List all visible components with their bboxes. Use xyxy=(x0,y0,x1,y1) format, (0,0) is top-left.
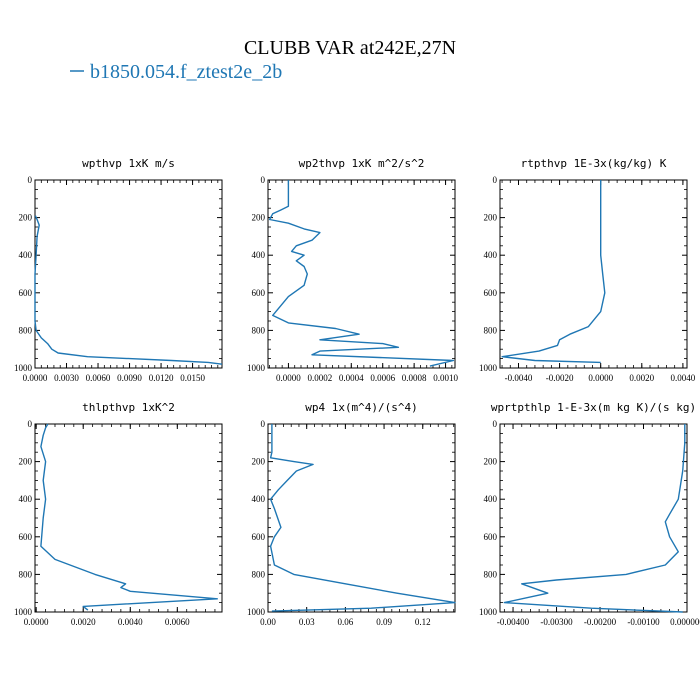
y-tick-label: 200 xyxy=(252,457,266,467)
panel-title: wpthvp 1xK m/s xyxy=(82,157,175,170)
series-line-1 xyxy=(34,215,223,365)
plot-frame xyxy=(267,423,456,613)
x-tick-label: 0.0060 xyxy=(86,373,111,383)
x-tick-label: 0.0004 xyxy=(339,373,364,383)
y-tick-label: 0 xyxy=(493,419,498,429)
x-tick-label: 0.0006 xyxy=(370,373,395,383)
y-tick-label: 400 xyxy=(252,494,266,504)
chart-panel-6: wprtpthlp 1-E-3x(m kg K)/(s kg) 0 200 400 60… xyxy=(479,401,700,627)
series-line-1 xyxy=(268,180,455,367)
y-tick-label: 0 xyxy=(28,419,33,429)
x-tick-label: 0.0040 xyxy=(671,373,696,383)
panel-title: wprtpthlp 1-E-3x(m kg K)/(s kg) xyxy=(491,401,696,414)
x-tick-label: 0.00 xyxy=(260,617,276,627)
y-tick-label: 1000 xyxy=(247,363,266,373)
x-tick-label: 0.0060 xyxy=(165,617,190,627)
y-tick-label: 800 xyxy=(19,569,33,579)
x-tick-label: -0.00200 xyxy=(584,617,617,627)
y-tick-label: 400 xyxy=(19,250,33,260)
x-tick-label: 0.0000 xyxy=(588,373,613,383)
panel-title: rtpthvp 1E-3x(kg/kg) K xyxy=(521,157,667,170)
series-line-1 xyxy=(40,423,219,611)
y-tick-label: 1000 xyxy=(479,607,498,617)
panel-title: thlpthvp 1xK^2 xyxy=(82,401,175,414)
x-tick-label: 0.06 xyxy=(338,617,354,627)
x-tick-label: -0.0040 xyxy=(505,373,533,383)
x-tick-label: 0.09 xyxy=(376,617,392,627)
legend-label: b1850.054.f_ztest2e_2b xyxy=(90,61,282,83)
y-tick-label: 400 xyxy=(19,494,33,504)
series-line-1 xyxy=(503,424,686,613)
series-line-1 xyxy=(269,424,456,612)
y-tick-label: 0 xyxy=(493,175,498,185)
y-tick-label: 400 xyxy=(252,250,266,260)
figure-title: CLUBB VAR at242E,27N xyxy=(244,37,456,59)
y-tick-label: 200 xyxy=(484,457,498,467)
plot-frame xyxy=(34,179,223,369)
y-tick-label: 600 xyxy=(252,288,266,298)
y-tick-label: 200 xyxy=(19,457,33,467)
x-tick-label: 0.0040 xyxy=(118,617,143,627)
x-tick-label: 0.12 xyxy=(415,617,431,627)
panel-title: wp2thvp 1xK m^2/s^2 xyxy=(299,157,425,170)
y-tick-label: 800 xyxy=(252,325,266,335)
y-tick-label: 400 xyxy=(484,250,498,260)
x-tick-label: -0.00300 xyxy=(540,617,573,627)
y-tick-label: 800 xyxy=(252,569,266,579)
y-tick-label: 1000 xyxy=(479,363,498,373)
y-tick-label: 600 xyxy=(19,532,33,542)
y-tick-label: 0 xyxy=(261,419,266,429)
chart-panel-2: wp2thvp 1xK m^2/s^2 0 200 400 600 800 1000 0.00… xyxy=(247,157,458,383)
y-tick-label: 600 xyxy=(19,288,33,298)
x-tick-label: 0.0150 xyxy=(180,373,205,383)
chart-panel-3: rtpthvp 1E-3x(kg/kg) K02004006008001000-… xyxy=(479,157,696,383)
x-tick-label: 0.0120 xyxy=(149,373,174,383)
y-tick-label: 200 xyxy=(252,213,266,223)
x-tick-label: 0.0030 xyxy=(54,373,79,383)
y-tick-label: 1000 xyxy=(14,607,33,617)
plot-frame xyxy=(267,179,456,369)
x-tick-label: 0.0000 xyxy=(24,617,49,627)
x-tick-label: 0.0000 xyxy=(276,373,301,383)
x-tick-label: 0.0020 xyxy=(629,373,654,383)
x-tick-label: 0.0020 xyxy=(71,617,96,627)
y-tick-label: 800 xyxy=(484,569,498,579)
y-tick-label: 1000 xyxy=(14,363,33,373)
y-tick-label: 0 xyxy=(28,175,33,185)
series-line-1 xyxy=(501,180,606,364)
y-tick-label: 600 xyxy=(252,532,266,542)
x-tick-label: 0.0008 xyxy=(402,373,427,383)
x-tick-label: -0.0020 xyxy=(546,373,574,383)
plot-frame xyxy=(499,179,688,369)
x-tick-label: 0.0090 xyxy=(117,373,142,383)
y-tick-label: 0 xyxy=(261,175,266,185)
panel-title: wp4 1x(m^4)/(s^4) xyxy=(305,401,418,414)
y-tick-label: 1000 xyxy=(247,607,266,617)
plot-frame xyxy=(34,423,223,613)
y-tick-label: 800 xyxy=(19,325,33,335)
y-tick-label: 200 xyxy=(19,213,33,223)
x-tick-label: 0.0000 xyxy=(23,373,48,383)
x-tick-label: 0.000000 xyxy=(670,617,700,627)
y-tick-label: 600 xyxy=(484,288,498,298)
x-tick-label: -0.00400 xyxy=(497,617,530,627)
y-tick-label: 800 xyxy=(484,325,498,335)
x-tick-label: 0.0002 xyxy=(307,373,332,383)
y-tick-label: 400 xyxy=(484,494,498,504)
figure-legend: b1850.054.f_ztest2e_2b xyxy=(70,61,282,83)
x-tick-label: 0.03 xyxy=(299,617,315,627)
x-tick-label: -0.00100 xyxy=(627,617,660,627)
x-tick-label: 0.0010 xyxy=(433,373,458,383)
y-tick-label: 200 xyxy=(484,213,498,223)
y-tick-label: 600 xyxy=(484,532,498,542)
